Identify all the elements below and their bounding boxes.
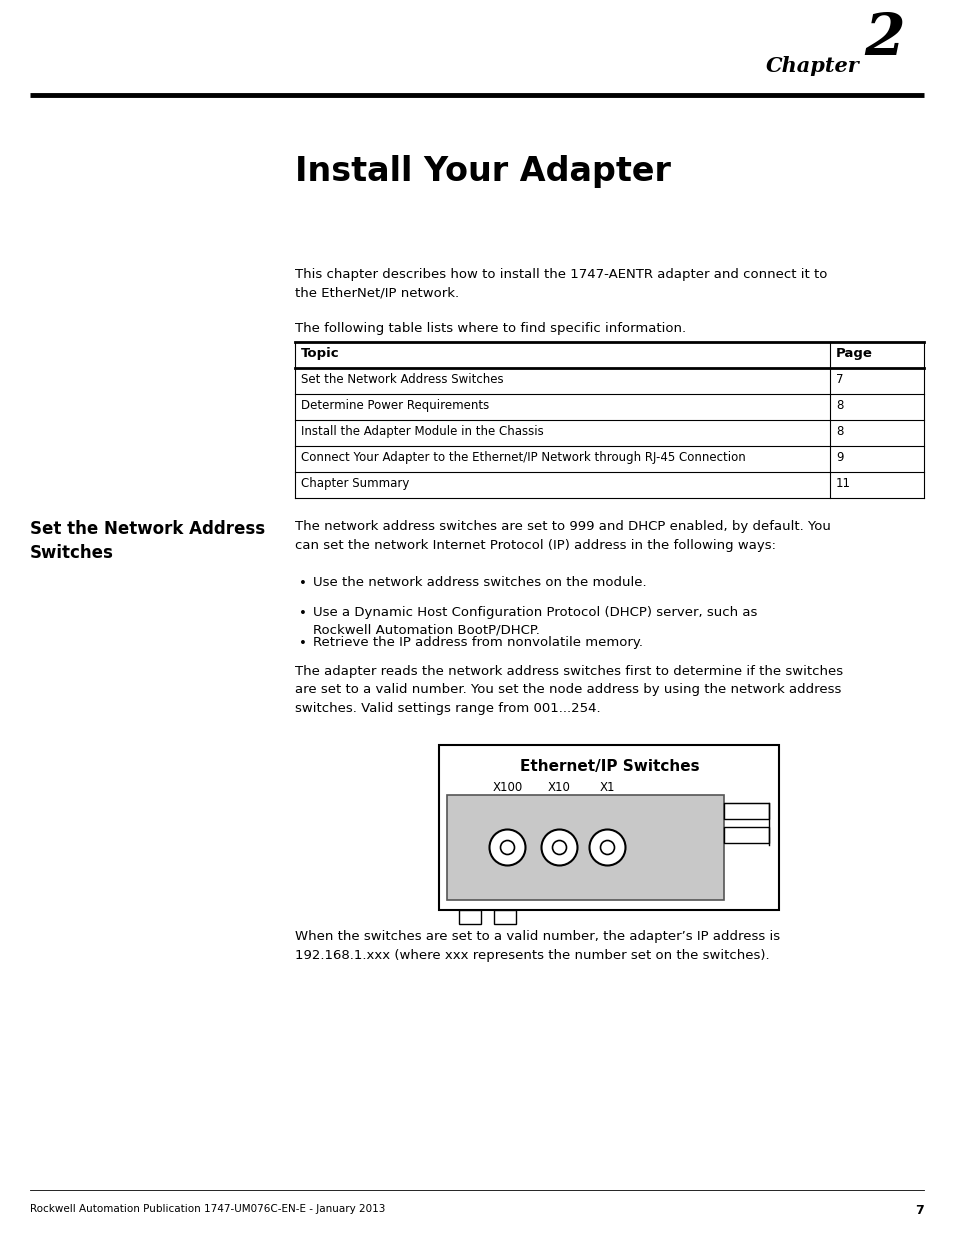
Circle shape — [541, 830, 577, 866]
Text: Ethernet/IP Switches: Ethernet/IP Switches — [519, 760, 699, 774]
Text: Page: Page — [835, 347, 872, 359]
Text: Set the Network Address Switches: Set the Network Address Switches — [301, 373, 503, 387]
Text: 11: 11 — [835, 477, 850, 490]
Text: Determine Power Requirements: Determine Power Requirements — [301, 399, 489, 412]
Text: Set the Network Address
Switches: Set the Network Address Switches — [30, 520, 265, 562]
Text: Topic: Topic — [301, 347, 339, 359]
Circle shape — [552, 841, 566, 855]
Text: •: • — [298, 606, 307, 620]
Text: X100: X100 — [492, 781, 522, 794]
Circle shape — [589, 830, 625, 866]
Text: 9: 9 — [835, 451, 842, 464]
Bar — [459, 910, 481, 924]
Bar — [447, 795, 723, 900]
Text: Use a Dynamic Host Configuration Protocol (DHCP) server, such as
Rockwell Automa: Use a Dynamic Host Configuration Protoco… — [313, 606, 757, 636]
Text: When the switches are set to a valid number, the adapter’s IP address is
192.168: When the switches are set to a valid num… — [294, 930, 780, 962]
Text: This chapter describes how to install the 1747-AENTR adapter and connect it to
t: This chapter describes how to install th… — [294, 268, 826, 300]
Circle shape — [599, 841, 614, 855]
Text: X10: X10 — [547, 781, 570, 794]
Text: •: • — [298, 637, 307, 650]
Text: Install Your Adapter: Install Your Adapter — [294, 156, 670, 188]
Text: The adapter reads the network address switches first to determine if the switche: The adapter reads the network address sw… — [294, 664, 842, 715]
Text: 7: 7 — [835, 373, 842, 387]
Text: •: • — [298, 577, 307, 590]
Text: Rockwell Automation Publication 1747-UM076C-EN-E - January 2013: Rockwell Automation Publication 1747-UM0… — [30, 1204, 385, 1214]
Bar — [494, 910, 516, 924]
Circle shape — [500, 841, 514, 855]
Text: Retrieve the IP address from nonvolatile memory.: Retrieve the IP address from nonvolatile… — [313, 636, 642, 650]
Text: X1: X1 — [599, 781, 615, 794]
Circle shape — [489, 830, 525, 866]
Text: The network address switches are set to 999 and DHCP enabled, by default. You
ca: The network address switches are set to … — [294, 520, 830, 552]
Text: Connect Your Adapter to the Ethernet/IP Network through RJ-45 Connection: Connect Your Adapter to the Ethernet/IP … — [301, 451, 745, 464]
Text: Install the Adapter Module in the Chassis: Install the Adapter Module in the Chassi… — [301, 425, 543, 438]
Text: 7: 7 — [914, 1204, 923, 1216]
Text: Chapter: Chapter — [765, 56, 859, 77]
Text: Use the network address switches on the module.: Use the network address switches on the … — [313, 576, 646, 589]
Text: Chapter Summary: Chapter Summary — [301, 477, 409, 490]
Text: The following table lists where to find specific information.: The following table lists where to find … — [294, 322, 685, 335]
Text: 2: 2 — [863, 11, 904, 68]
Bar — [439, 745, 779, 910]
Bar — [723, 827, 769, 844]
Bar — [723, 803, 769, 819]
Text: 8: 8 — [835, 399, 842, 412]
Text: 8: 8 — [835, 425, 842, 438]
